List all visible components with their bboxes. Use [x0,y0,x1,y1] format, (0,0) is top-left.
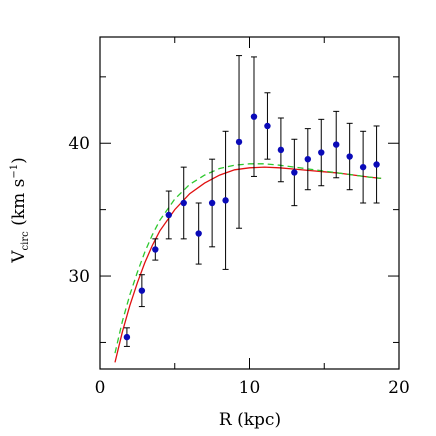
data-point [165,211,172,219]
y-axis-label-close: ) [9,157,29,164]
y-axis-label-subscript: circ [20,231,31,251]
data-point [123,333,131,341]
x-tick-label: 10 [239,378,261,398]
y-axis-label-main: V [9,250,29,264]
data-points [123,113,380,341]
data-point [359,163,367,171]
data-point [277,146,285,154]
data-point [250,113,258,120]
data-point [304,155,312,163]
data-point [208,199,216,207]
data-point [318,149,325,156]
data-point [138,287,146,294]
data-point [235,138,243,146]
y-axis-label-units: (km s [9,179,29,232]
y-axis-label-exponent: −1 [9,164,20,179]
data-point [346,153,353,160]
data-point [373,161,380,168]
y-tick-label: 30 [68,267,90,287]
model-curve-2 [114,163,382,354]
axis-ticks [99,37,400,369]
plot-frame [99,36,400,370]
x-axis-label: R (kpc) [219,410,281,430]
data-point [222,197,229,204]
y-axis-label: Vcirc (km s−1) [9,157,31,263]
x-tick-label: 20 [388,378,410,398]
data-point [180,199,187,207]
tick-labels: 0 10 20 30 40 [68,134,409,398]
data-point [195,230,202,237]
x-tick-label: 0 [95,378,106,398]
data-point [333,141,340,148]
model-curves [114,163,382,363]
model-curve-1 [114,166,382,363]
y-tick-label: 40 [68,134,90,154]
data-point [152,246,159,253]
data-point [264,122,271,130]
error-bars [123,55,380,347]
data-point [291,169,298,176]
